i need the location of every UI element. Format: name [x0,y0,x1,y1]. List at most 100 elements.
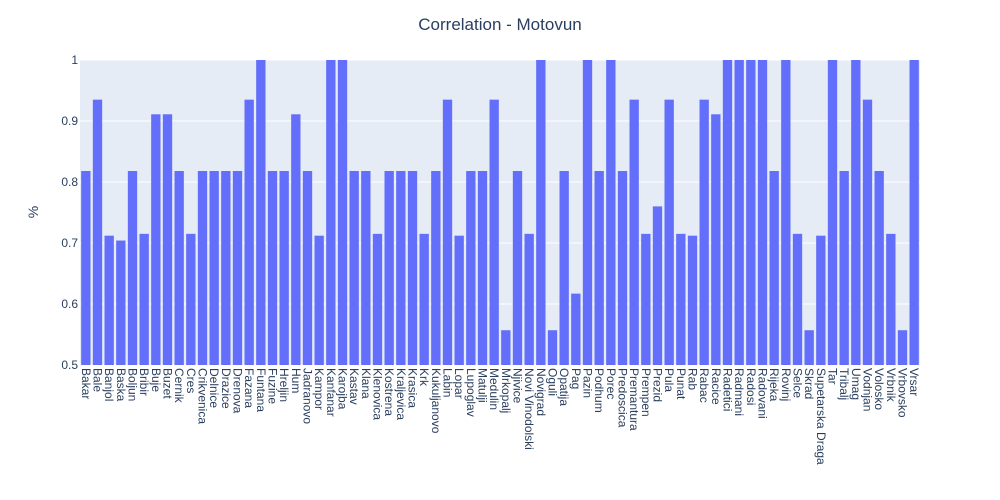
x-tick-label: Rabac [697,368,711,403]
x-tick-label: Radosi [744,368,758,405]
bar [606,60,616,365]
bars [81,60,919,366]
x-tick-label: Delnice [207,368,221,408]
bar [81,171,91,365]
bar [839,171,849,365]
bar [711,114,721,365]
x-tick-label: Jadranovo [301,368,315,424]
x-tick-label: Kanfanar [324,368,338,417]
bar [734,60,744,365]
x-tick-label: Klana [359,368,373,399]
bar [722,60,733,365]
bar [781,60,791,365]
x-tick-label: Baska [114,368,128,402]
y-tick-label: 0.7 [61,236,78,250]
x-tick-label: Pula [662,368,676,392]
x-tick-label: Vrbnik [884,368,898,403]
x-tick-label: Rovinj [779,368,793,401]
x-tick-label: Radovani [756,368,770,419]
x-tick-label: Oguli [546,368,560,396]
x-tick-label: Prezid [651,368,665,402]
x-tick-label: Lopar [452,368,466,399]
x-tick-label: Krk [417,368,431,387]
y-tick-label: 0.6 [61,297,78,311]
x-tick-label: Punat [674,368,688,400]
bar [477,171,488,365]
bar [151,114,161,365]
bar [746,60,756,365]
y-tick-label: 0.5 [61,358,78,372]
x-tick-label: Matulji [476,368,490,403]
x-tick-label: Pazin [581,368,595,398]
x-tick-label: Opatija [557,368,571,406]
x-tick-label: Mrkopalj [499,368,513,413]
bar [886,233,896,365]
bar [664,99,674,366]
bar [466,171,476,365]
bar [909,60,919,365]
x-tick-label: Bale [91,368,105,392]
x-tick-label: Tar [826,368,840,385]
x-tick-label: Podhum [592,368,606,413]
x-tick-label: Prempen [639,368,653,417]
bar [652,206,663,365]
bar [687,235,698,365]
x-tick-label: Fuzine [266,368,280,404]
bar [431,171,441,365]
y-tick-label: 1 [71,53,78,67]
x-tick-label: Tribalj [837,368,851,400]
x-tick-label: Vodnjan [861,368,875,411]
x-tick-label: Radetici [721,368,735,411]
bar [559,171,569,365]
bar [116,240,126,365]
bar [162,114,173,365]
x-tick-label: Novigrad [534,368,548,416]
x-tick-label: Hreljin [277,368,291,402]
x-axis-ticks: BakarBaleBanjolBaskaBoljunBribirBujeBuze… [79,368,921,465]
bar [571,293,581,365]
x-tick-label: Vrsar [907,368,921,396]
x-tick-label: Rijeka [767,368,781,402]
bar [326,60,336,365]
x-tick-label: Drazice [219,368,233,409]
x-tick-label: Predoscica [616,368,630,428]
bar [769,171,779,365]
x-tick-label: Skrad [802,368,816,399]
x-tick-label: Kraljevica [394,368,408,420]
x-tick-label: Klenovica [371,368,385,420]
bar [419,233,429,365]
bar [851,60,861,365]
bar [804,330,814,365]
x-tick-label: Medulin [487,368,501,410]
bar [501,330,511,365]
bar [629,99,639,366]
x-tick-label: Premantura [627,368,641,431]
bar [139,233,149,365]
bar [92,99,103,366]
x-tick-label: Supetarska Draga [814,368,828,465]
x-tick-label: Pag [569,368,583,389]
chart-title: Correlation - Motovun [418,15,581,34]
bar [314,235,324,365]
bar [396,171,406,365]
bar [209,171,219,365]
bar [699,99,709,366]
bar [454,235,464,365]
bar [104,235,114,365]
bar [489,99,499,366]
x-tick-label: Njivice [511,368,525,404]
x-tick-label: Kampor [312,368,326,410]
plot-area [80,60,920,365]
bar [186,233,196,365]
bar [384,171,394,365]
x-tick-label: Karojba [336,368,350,410]
bar [617,171,628,365]
x-tick-label: Bakar [79,368,93,399]
bar [792,233,803,365]
x-tick-label: Lupoglav [464,368,478,417]
x-tick-label: Cres [184,368,198,393]
bar [232,171,243,365]
x-tick-label: Banjol [102,368,116,401]
y-axis-label: % [25,206,41,218]
